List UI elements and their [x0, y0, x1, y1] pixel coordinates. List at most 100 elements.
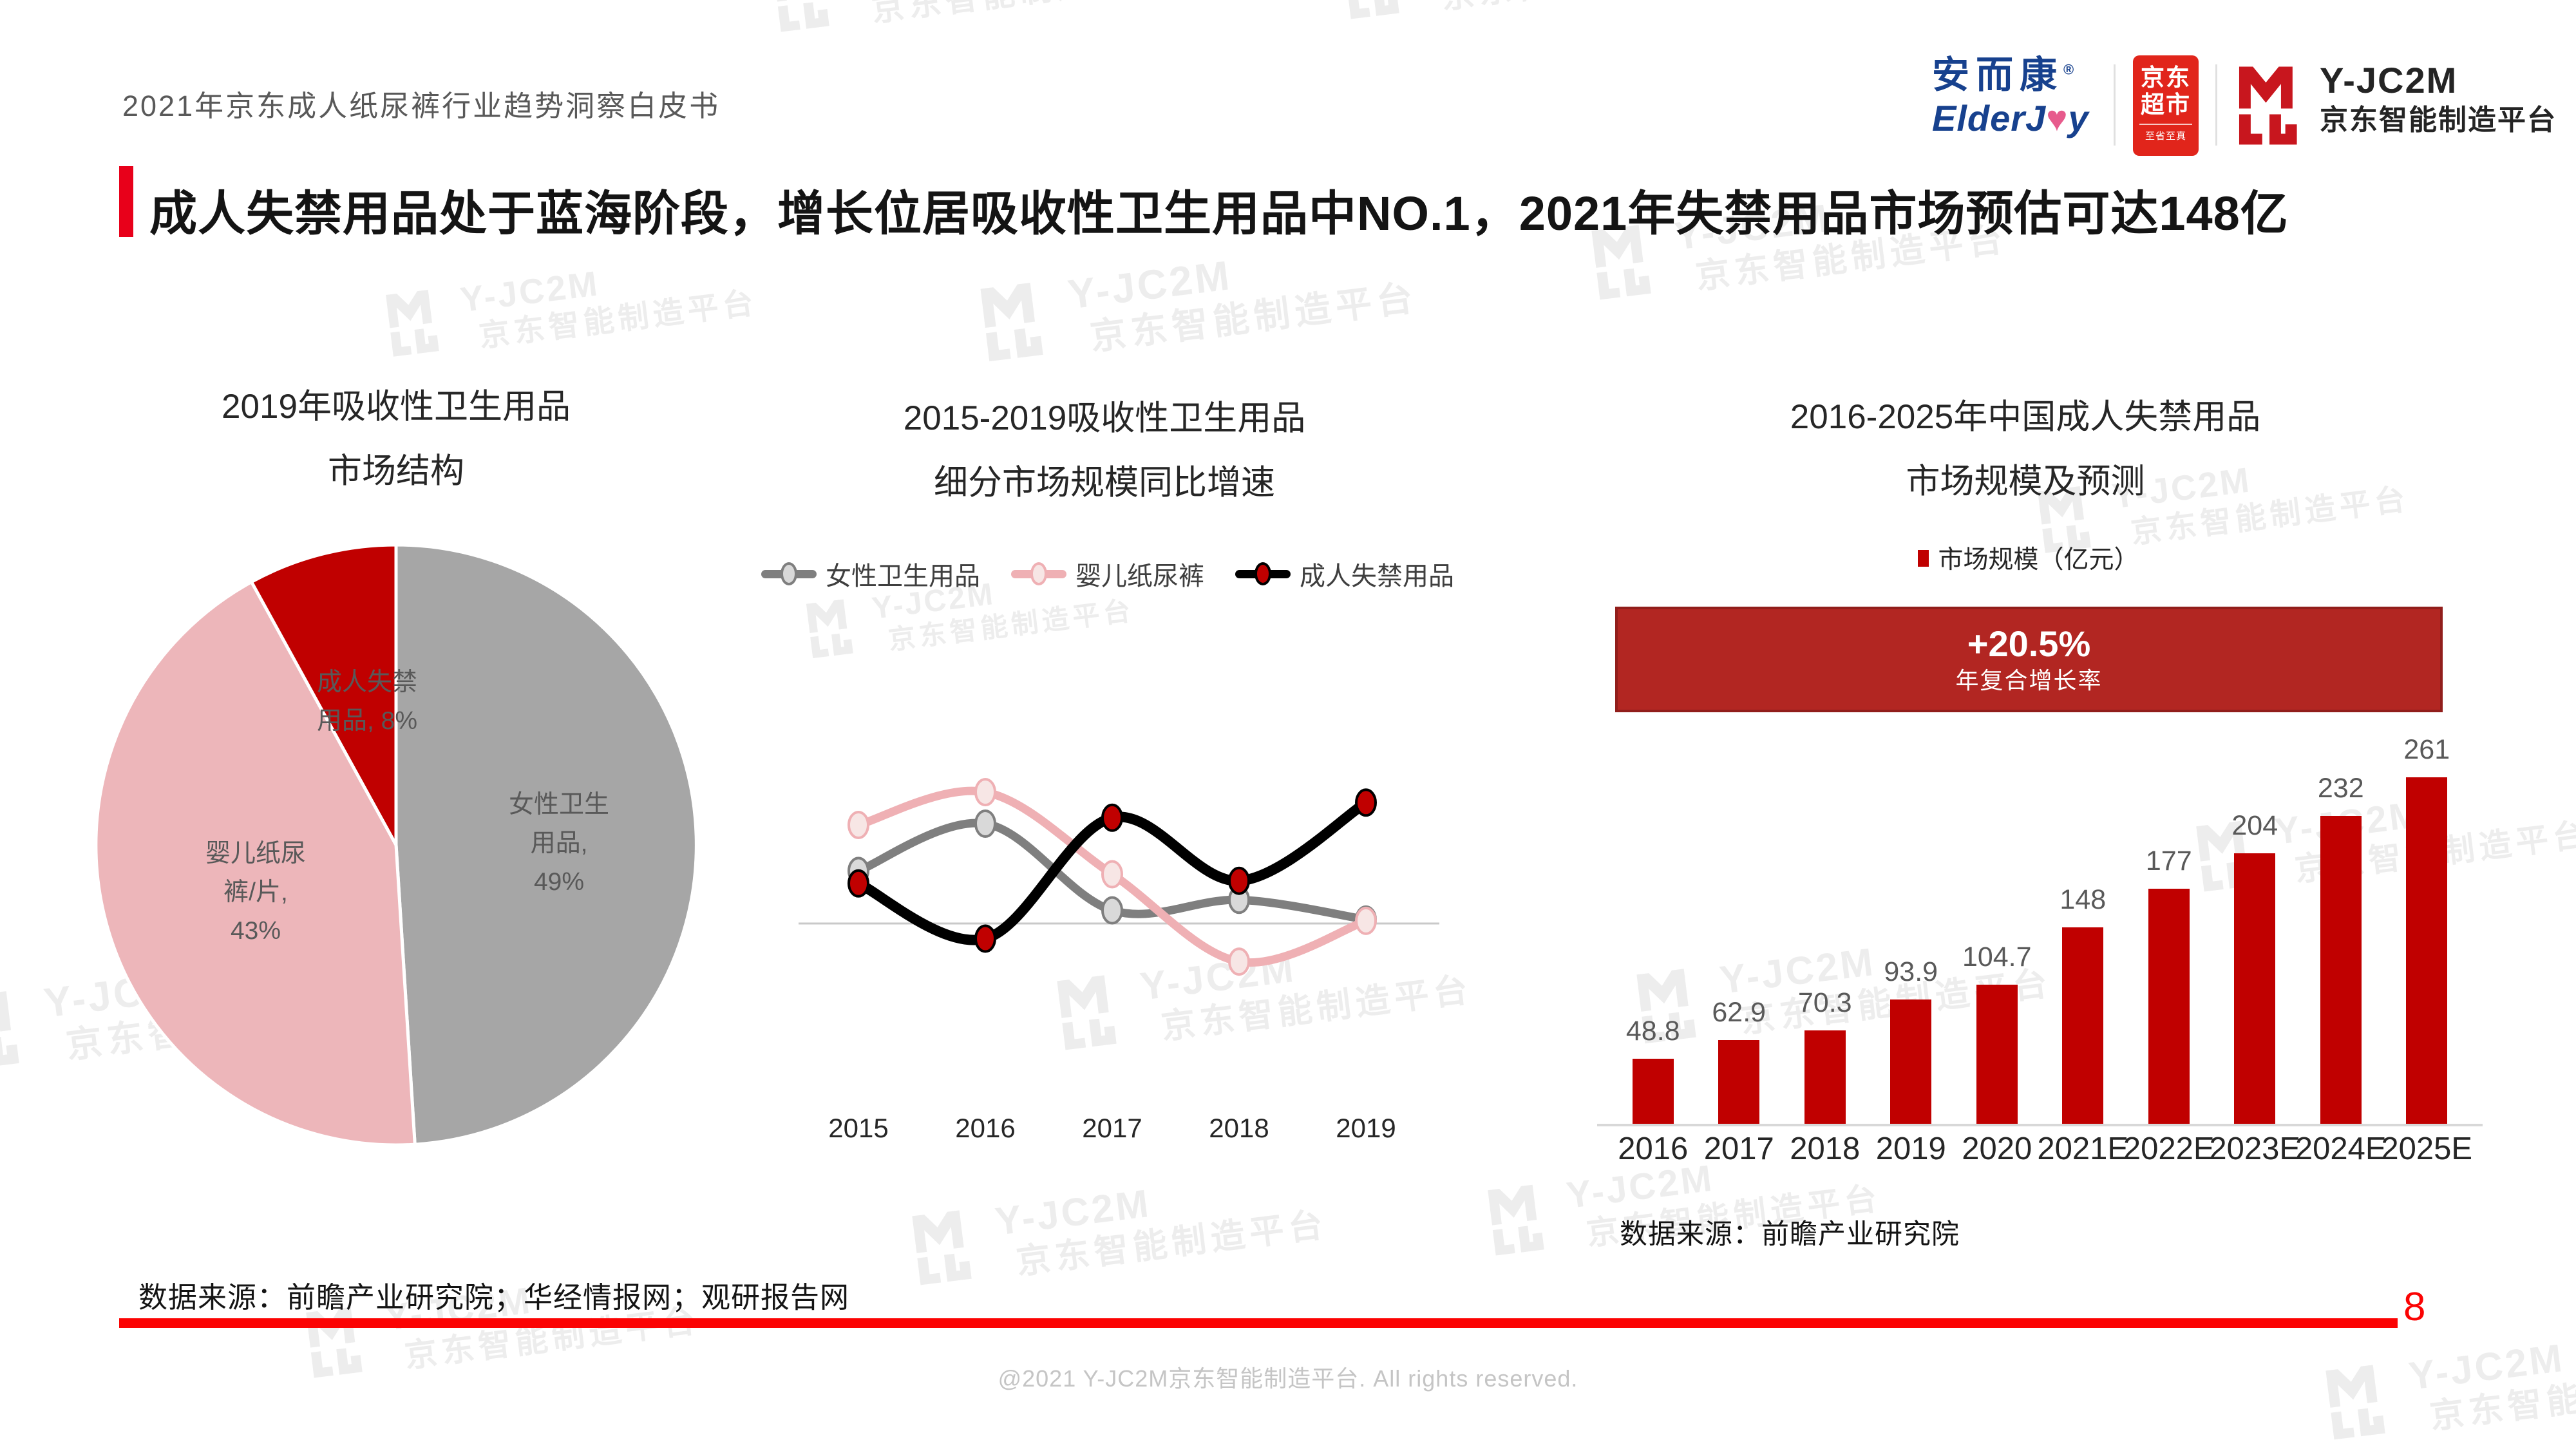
bar-chart-x-axis: 2016 2017 2018 2019 2020 2021E 2022E 2023E 2024E… — [1610, 1131, 2472, 1170]
jd-badge-line2: 超市 — [2141, 91, 2191, 118]
line-x-label: 2019 — [1336, 1113, 1396, 1143]
pie-slice-2 — [250, 543, 398, 847]
bar-value-label: 70.3 — [1797, 987, 1852, 1019]
data-source-note: 数据来源：前瞻产业研究院；华经情报网；观研报告网 — [138, 1281, 850, 1314]
bar-chart-baseline — [1597, 1124, 2483, 1126]
bar-x-label: 2023E — [2209, 1132, 2301, 1166]
line-x-label: 2018 — [1209, 1113, 1269, 1143]
pie-label-1: 婴儿纸尿 裤/片, 43% — [205, 840, 306, 945]
bar-chart-legend: 市场规模（亿元） — [1681, 540, 2376, 576]
bar-2016 — [1632, 1059, 1674, 1124]
line-marker-1-0 — [848, 811, 869, 839]
line-chart-title: 2015-2019吸收性卫生用品 细分市场规模同比增速 — [903, 399, 1306, 502]
page-number: 8 — [2403, 1285, 2426, 1329]
jd-badge-sub: 至省至真 — [2139, 124, 2192, 142]
bar-x-label: 2020 — [1962, 1132, 2032, 1166]
footer-divider-line — [119, 1318, 2398, 1328]
line-x-label: 2015 — [828, 1113, 889, 1143]
bar-x-label: 2017 — [1703, 1132, 1774, 1166]
yjc2m-monogram-icon — [1636, 969, 1696, 1044]
yjc2m-monogram-icon — [1347, 0, 1399, 19]
watermark: Y-JC2M京东智能制造平台 — [1330, 0, 1739, 28]
pie-chart-title: 2019年吸收性卫生用品 市场结构 — [222, 388, 571, 490]
bar-chart-source: 数据来源：前瞻产业研究院 — [1620, 1219, 1960, 1250]
line-chart-x-axis: 2015 2016 2017 2018 2019 — [792, 1113, 1488, 1151]
legend-label: 女性卫生用品 — [826, 562, 980, 591]
jd-badge-line1: 京东 — [2141, 64, 2191, 91]
bar-x-label: 2021E — [2037, 1132, 2129, 1166]
cagr-banner: +20.5% 年复合增长率 — [1615, 607, 2443, 712]
bar-value-label: 48.8 — [1625, 1016, 1680, 1047]
yjc2m-monogram-icon — [2239, 66, 2297, 145]
bar-x-label: 2025E — [2381, 1132, 2473, 1166]
bar-x-label: 2022E — [2123, 1132, 2215, 1166]
bar-value-label: 261 — [2403, 734, 2450, 766]
bar-value-label: 204 — [2231, 810, 2278, 841]
yjc2m-monogram-icon — [1488, 1184, 1544, 1256]
jd-supermarket-badge: 京东 超市 至省至真 — [2133, 55, 2199, 156]
elderjoy-logo: 安而康® ElderJ♥y — [1932, 57, 2089, 137]
line-marker-0-2 — [1101, 896, 1123, 925]
line-marker-2-4 — [1355, 788, 1377, 817]
bar-x-label: 2019 — [1875, 1132, 1946, 1166]
bar-2025E — [2406, 777, 2448, 1124]
logo-divider — [2215, 64, 2217, 146]
bar-value-label: 104.7 — [1962, 942, 2032, 973]
legend-line-icon — [1011, 562, 1066, 585]
yjc2m-sub: 京东智能制造平台 — [2320, 104, 2557, 136]
bar-legend-label: 市场规模（亿元） — [1938, 546, 2139, 574]
bar-value-label: 232 — [2317, 773, 2364, 804]
title-accent-bar — [119, 166, 133, 237]
bar-2021E — [2062, 927, 2104, 1124]
bar-x-label: 2016 — [1618, 1132, 1689, 1166]
watermark: Y-JC2M京东智能制造平台 — [760, 0, 1169, 41]
doc-title: 2021年京东成人纸尿裤行业趋势洞察白皮书 — [122, 90, 721, 122]
bar-2024E — [2320, 816, 2362, 1124]
page-title: 成人失禁用品处于蓝海阶段，增长位居吸收性卫生用品中NO.1，2021年失禁用品市… — [149, 187, 2289, 240]
bar-chart: 48.8 62.9 70.3 93.9 104.7 148 177 204 232 261 — [1610, 734, 2470, 1124]
pie-slice-1 — [94, 580, 417, 1147]
yjc2m-monogram-icon — [806, 599, 853, 659]
yjc2m-monogram-icon — [773, 0, 829, 32]
line-chart — [799, 778, 1439, 976]
legend-label: 成人失禁用品 — [1300, 562, 1454, 591]
watermark: Y-JC2M京东智能制造平台 — [0, 940, 396, 1079]
line-marker-2-3 — [1228, 866, 1250, 895]
pie-label-2: 成人失禁 用品, 8% — [316, 668, 418, 735]
line-marker-2-0 — [848, 869, 869, 898]
legend-label: 婴儿纸尿裤 — [1075, 562, 1204, 591]
yjc2m-monogram-icon — [0, 991, 19, 1066]
bar-value-label: 62.9 — [1712, 997, 1766, 1028]
legend-item-2: 成人失禁用品 — [1235, 555, 1454, 592]
line-marker-1-4 — [1355, 906, 1377, 935]
watermark: Y-JC2M京东智能制造平台 — [1623, 921, 2054, 1053]
legend-marker-icon — [1030, 562, 1047, 585]
logo-divider — [2114, 64, 2116, 146]
legend-line-icon — [1235, 562, 1291, 585]
cagr-label: 年复合增长率 — [1955, 667, 2103, 694]
yjc2m-monogram-icon — [912, 1210, 972, 1285]
legend-swatch-icon — [1918, 550, 1929, 567]
bar-value-label: 148 — [2060, 884, 2107, 916]
line-x-label: 2017 — [1082, 1113, 1142, 1143]
legend-item-0: 女性卫生用品 — [761, 555, 980, 592]
bar-2022E — [2148, 889, 2190, 1124]
bar-chart-title: 2016-2025年中国成人失禁用品 市场规模及预测 — [1790, 398, 2261, 500]
yjc2m-logo-text: Y-JC2M 京东智能制造平台 — [2320, 62, 2557, 137]
legend-item-1: 婴儿纸尿裤 — [1011, 555, 1204, 592]
yjc2m-monogram-icon — [386, 289, 439, 357]
bar-2020 — [1976, 985, 2018, 1124]
pie-chart — [94, 543, 698, 1147]
yjc2m-monogram-icon — [2325, 1365, 2385, 1440]
yjc2m-logo: Y-JC2M 京东智能制造平台 — [2233, 62, 2557, 153]
yjc2m-monogram-icon — [2233, 62, 2306, 153]
line-marker-1-2 — [1101, 860, 1123, 889]
line-marker-2-1 — [974, 924, 996, 953]
legend-marker-icon — [781, 562, 797, 585]
